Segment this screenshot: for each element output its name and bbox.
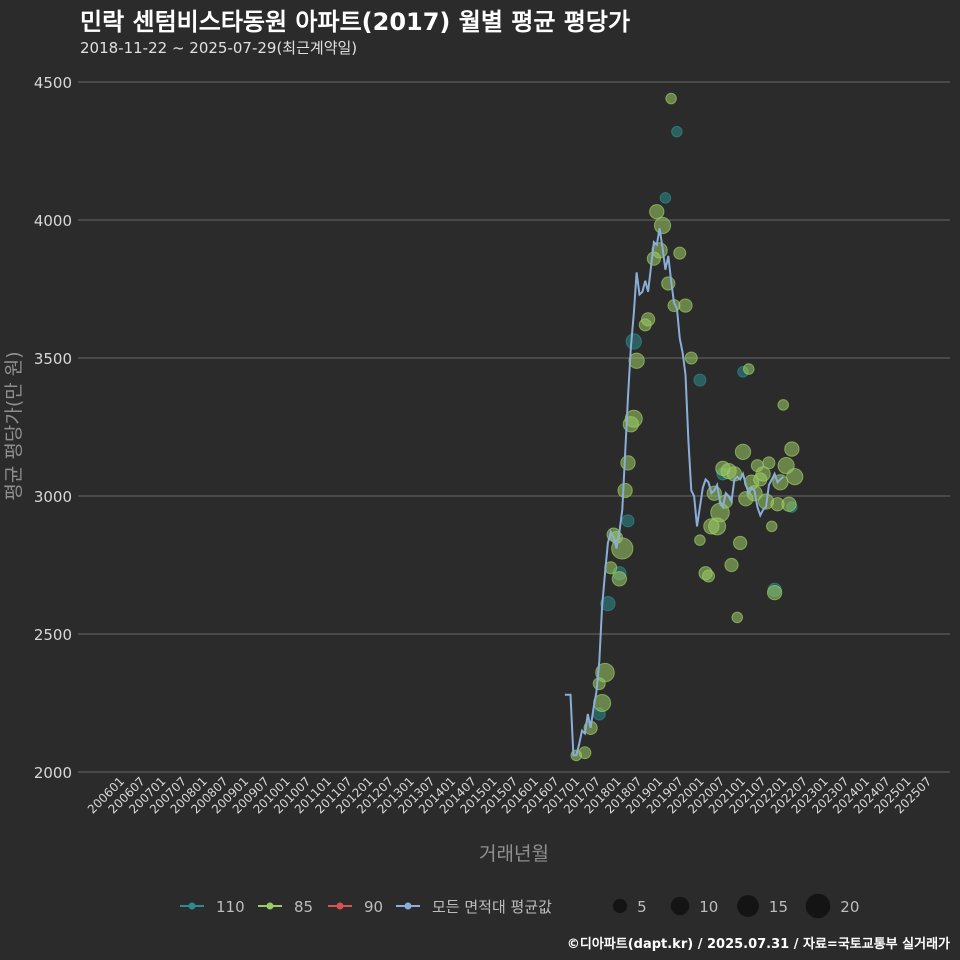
y-tick-label: 4500 [34,74,72,92]
x-axis-title: 거래년월 [479,843,549,865]
legend-size-label: 10 [699,898,718,916]
point-85 [641,312,656,327]
legend-size-label: 20 [840,898,859,916]
point-85 [595,662,615,683]
legend-size-label: 15 [769,898,788,916]
legend-size-circle [612,898,628,914]
legend-label: 85 [294,898,313,916]
y-axis-title: 평균 평당가(만 원) [3,351,25,500]
y-tick-label: 3500 [34,350,72,368]
point-85 [617,482,633,499]
y-tick-label: 2000 [34,764,72,782]
point-85 [702,569,715,583]
chart-title: 민락 센텀비스타동원 아파트(2017) 월별 평균 평당가 [80,8,631,36]
average-line-group [564,228,784,757]
point-85 [678,298,693,313]
y-tick-label: 4000 [34,212,72,230]
point-85 [762,456,776,470]
point-85 [777,399,790,411]
legend-size-label: 5 [637,898,647,916]
y-tick-labels: 2000 2500 3000 3500 4000 4500 [34,74,72,782]
y-tick-label: 2500 [34,626,72,644]
y-tick-label: 3000 [34,488,72,506]
point-110 [671,125,683,138]
point-85 [624,409,643,428]
point-85 [578,746,592,760]
legend-key-dot [188,902,196,910]
point-110 [693,373,707,387]
point-85 [673,246,687,260]
point-85 [781,496,797,512]
grid-lines [78,81,950,773]
legend-label: 90 [364,898,383,916]
point-85 [766,584,783,601]
point-85 [786,468,804,486]
point-85 [653,216,672,235]
legend-key-dot [404,902,412,910]
chart-subtitle: 2018-11-22 ~ 2025-07-29(최근계약일) [80,39,358,57]
point-110 [659,192,672,204]
point-85 [628,352,645,369]
point-85 [784,441,800,457]
point-85 [649,204,665,220]
point-85 [620,455,636,471]
point-85 [733,535,748,551]
point-85 [665,92,677,105]
point-110 [621,514,635,528]
x-tick-labels: 2006012006072007012007072008012008072009… [85,774,935,816]
legend-key-dot [266,902,274,910]
point-110 [600,595,616,612]
point-85 [694,534,706,546]
legend-size-circle [737,895,759,917]
legend-label: 모든 면적대 평균값 [432,898,552,916]
point-85 [611,571,628,587]
legend: 110 85 90 모든 면적대 평균값 5 10 15 20 [180,893,859,919]
point-85 [765,520,778,533]
legend-size-circle [805,893,831,919]
point-85 [731,611,744,624]
point-85 [742,363,755,375]
legend-key-dot [336,902,344,910]
point-85 [734,443,752,460]
point-85 [755,466,771,482]
source-footer: ©디아파트(dapt.kr) / 2025.07.31 / 자료=국토교통부 실… [566,937,950,952]
point-110 [625,333,642,350]
average-line [564,228,784,757]
legend-size-circle [670,896,690,916]
point-85 [724,557,739,573]
point-85 [684,351,698,365]
legend-label: 110 [216,898,245,916]
scatter-points [570,92,804,762]
